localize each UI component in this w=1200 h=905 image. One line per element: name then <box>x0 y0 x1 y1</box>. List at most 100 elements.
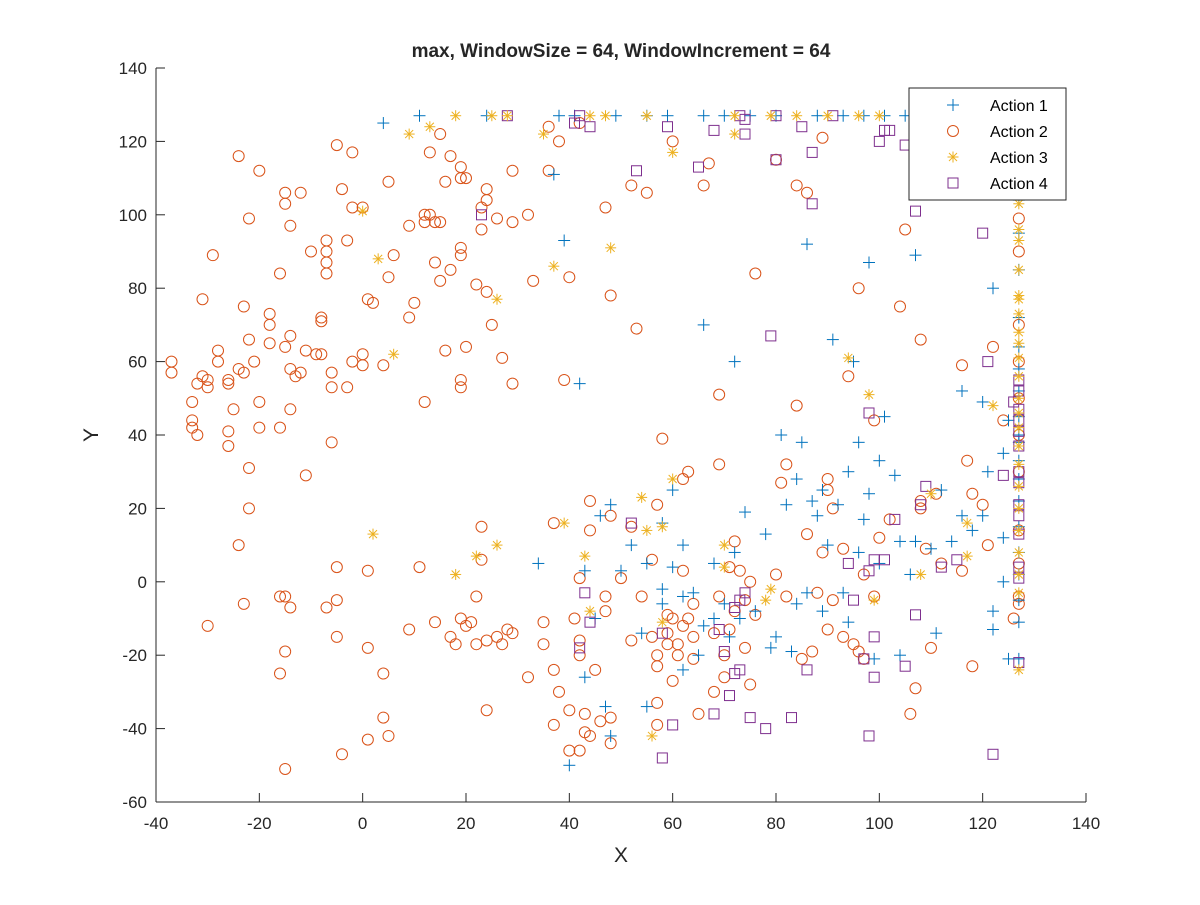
action-2-point <box>542 120 555 133</box>
action-2-point <box>243 462 255 475</box>
action-2-point <box>599 590 612 603</box>
legend-label-action-3: Action 3 <box>990 150 1048 167</box>
action-1-point <box>997 447 1010 460</box>
action-2-point <box>604 289 617 302</box>
action-2-point <box>361 733 374 746</box>
action-1-point <box>894 649 906 662</box>
action-2-point <box>708 685 720 698</box>
action-2-point <box>429 616 441 629</box>
action-1-point <box>677 539 689 552</box>
action-1-point <box>553 109 565 122</box>
action-2-point <box>651 696 664 709</box>
action-2-point <box>656 432 669 445</box>
action-2-point <box>651 660 664 673</box>
action-2-point <box>594 715 607 728</box>
action-2-point <box>573 572 586 585</box>
action-3-point <box>1013 337 1025 349</box>
action-2-point <box>299 344 312 357</box>
action-3-point <box>863 389 875 401</box>
action-3-point <box>558 517 570 529</box>
action-2-point <box>341 234 354 247</box>
action-3-point <box>729 128 741 140</box>
action-2-point <box>682 612 695 625</box>
action-2-point <box>418 395 431 408</box>
y-tick-label: -20 <box>122 646 147 665</box>
action-2-point <box>687 630 700 643</box>
action-2-point <box>253 164 266 177</box>
action-2-point <box>573 649 586 662</box>
action-3-point <box>357 205 369 217</box>
action-4-point <box>842 557 854 569</box>
action-4-point <box>739 113 751 125</box>
action-2-point <box>630 322 643 335</box>
action-1-point <box>873 454 886 467</box>
action-4-point <box>982 356 994 368</box>
action-1-point <box>635 627 648 640</box>
action-2-point <box>1012 245 1025 258</box>
action-1-point <box>775 429 788 441</box>
action-2-point <box>563 704 576 717</box>
y-axis-label: Y <box>80 428 103 442</box>
action-2-point <box>330 594 343 607</box>
action-2-point <box>956 359 968 372</box>
action-4-point <box>848 594 859 606</box>
action-2-point <box>537 616 550 629</box>
action-2-point <box>263 337 276 350</box>
action-2-point <box>315 311 328 324</box>
action-1-point <box>925 542 937 555</box>
action-3-point <box>1013 326 1025 338</box>
action-2-point <box>527 274 540 287</box>
action-3-point <box>718 561 730 573</box>
action-2-point <box>666 674 679 687</box>
action-2-point <box>361 564 374 577</box>
action-2-point <box>816 546 829 559</box>
legend-label-action-2: Action 2 <box>990 124 1048 141</box>
action-2-point <box>237 300 250 313</box>
action-1-point <box>718 597 731 610</box>
action-3-point <box>600 110 611 122</box>
action-2-point <box>336 183 348 196</box>
action-1-point <box>656 583 669 596</box>
action-2-point <box>237 597 250 610</box>
action-3-point <box>470 550 482 562</box>
action-2-point <box>330 630 343 643</box>
action-2-point <box>780 590 793 603</box>
action-1-point <box>997 531 1010 544</box>
action-2-point <box>475 223 488 236</box>
x-tick-label: 0 <box>358 814 367 833</box>
action-2-point <box>465 616 478 629</box>
action-3-point <box>388 348 400 360</box>
action-2-point <box>325 436 338 449</box>
action-3-point <box>842 352 854 364</box>
action-3-point <box>403 128 415 140</box>
action-1-point <box>816 605 829 618</box>
action-2-point <box>806 645 819 658</box>
action-4-point <box>667 719 679 731</box>
action-3-point <box>450 568 462 580</box>
action-2-point <box>243 212 255 225</box>
action-3-point <box>367 528 379 540</box>
action-1-point <box>976 509 989 522</box>
action-2-point <box>568 612 581 625</box>
action-4-point <box>868 631 880 643</box>
y-tick-label: 100 <box>119 206 147 225</box>
action-2-point <box>206 249 219 262</box>
action-2-point <box>454 241 467 254</box>
action-2-point <box>837 630 850 643</box>
action-1-point <box>599 700 612 713</box>
action-4-point <box>889 513 901 525</box>
action-1-point <box>733 612 746 625</box>
action-2-point <box>222 377 235 390</box>
action-1-point <box>894 535 906 548</box>
action-2-point <box>496 351 509 364</box>
action-2-point <box>346 201 359 214</box>
legend-marker-action-2 <box>947 125 959 137</box>
x-axis-label: X <box>614 844 628 867</box>
action-4-point <box>744 712 756 724</box>
action-4-point <box>760 723 772 735</box>
action-2-point <box>873 531 886 544</box>
action-2-point <box>599 201 612 214</box>
action-1-point <box>956 384 968 397</box>
action-1-point <box>780 498 793 511</box>
